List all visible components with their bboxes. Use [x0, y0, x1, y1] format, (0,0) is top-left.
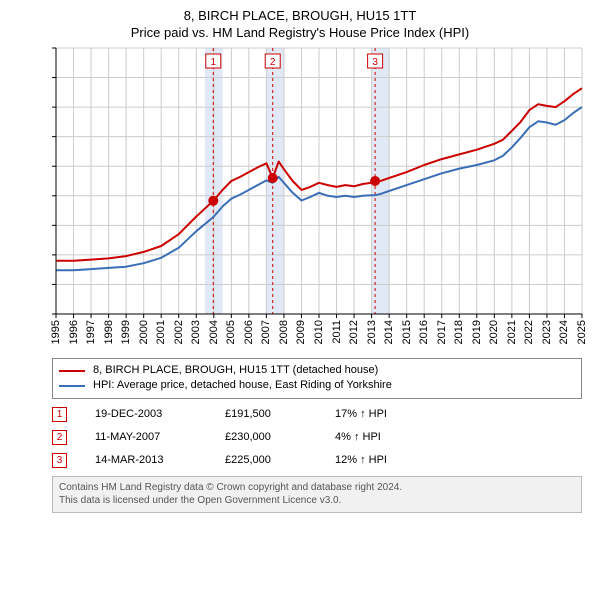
title-address: 8, BIRCH PLACE, BROUGH, HU15 1TT — [10, 8, 590, 23]
sale-date: 11-MAY-2007 — [95, 431, 225, 443]
sale-price: £191,500 — [225, 408, 335, 420]
legend-label-hpi: HPI: Average price, detached house, East… — [93, 378, 392, 393]
x-tick-label: 2019 — [471, 320, 483, 344]
x-tick-label: 2003 — [190, 320, 202, 344]
x-tick-label: 2022 — [523, 320, 535, 344]
sale-delta: 4% ↑ HPI — [335, 431, 381, 443]
x-tick-label: 2014 — [383, 320, 395, 344]
x-tick-label: 1999 — [120, 320, 132, 344]
x-tick-label: 2010 — [313, 320, 325, 344]
legend-swatch-subject — [59, 370, 85, 372]
x-tick-label: 2009 — [295, 320, 307, 344]
x-tick-label: 2006 — [243, 320, 255, 344]
sale-badge: 2 — [52, 430, 67, 445]
sale-date: 14-MAR-2013 — [95, 454, 225, 466]
x-tick-label: 2002 — [173, 320, 185, 344]
x-tick-label: 2018 — [453, 320, 465, 344]
sale-price: £230,000 — [225, 431, 335, 443]
x-tick-label: 2023 — [541, 320, 553, 344]
chart-container: 123 £0£50K£100K£150K£200K£250K£300K£350K… — [10, 42, 590, 352]
x-tick-label: 2024 — [558, 320, 570, 344]
x-tick-label: 2000 — [138, 320, 150, 344]
sale-row: 3 14-MAR-2013£225,00012% ↑ HPI — [52, 453, 582, 468]
x-tick-label: 2004 — [208, 320, 220, 344]
x-tick-label: 2008 — [278, 320, 290, 344]
legend-swatch-hpi — [59, 385, 85, 387]
x-tick-label: 2001 — [155, 320, 167, 344]
x-tick-label: 1998 — [103, 320, 115, 344]
sale-row: 1 19-DEC-2003£191,50017% ↑ HPI — [52, 407, 582, 422]
x-tick-label: 2007 — [260, 320, 272, 344]
x-tick-label: 2025 — [576, 320, 588, 344]
x-tick-label: 2015 — [401, 320, 413, 344]
sale-delta: 12% ↑ HPI — [335, 454, 387, 466]
sale-price: £225,000 — [225, 454, 335, 466]
sale-delta: 17% ↑ HPI — [335, 408, 387, 420]
attribution-box: Contains HM Land Registry data © Crown c… — [52, 476, 582, 513]
x-tick-label: 2011 — [331, 320, 343, 344]
attribution-line1: Contains HM Land Registry data © Crown c… — [59, 481, 575, 495]
sale-badge: 1 — [52, 407, 67, 422]
sale-badge: 3 — [52, 453, 67, 468]
title-subtitle: Price paid vs. HM Land Registry's House … — [10, 25, 590, 40]
legend-item-subject: 8, BIRCH PLACE, BROUGH, HU15 1TT (detach… — [59, 363, 575, 378]
sale-date: 19-DEC-2003 — [95, 408, 225, 420]
x-axis-labels: 1995 1996 1997 1998 1999 2000 2001 2002 2003 2004… — [10, 42, 590, 352]
sales-list: 1 19-DEC-2003£191,50017% ↑ HPI 2 11-MAY-200… — [52, 407, 582, 468]
x-tick-label: 2020 — [488, 320, 500, 344]
x-tick-label: 2017 — [436, 320, 448, 344]
legend-item-hpi: HPI: Average price, detached house, East… — [59, 378, 575, 393]
x-tick-label: 1996 — [68, 320, 80, 344]
x-tick-label: 1997 — [85, 320, 97, 344]
x-tick-label: 2016 — [418, 320, 430, 344]
sale-row: 2 11-MAY-2007£230,0004% ↑ HPI — [52, 430, 582, 445]
x-tick-label: 1995 — [50, 320, 62, 344]
x-tick-label: 2013 — [366, 320, 378, 344]
attribution-line2: This data is licensed under the Open Gov… — [59, 494, 575, 508]
x-tick-label: 2012 — [348, 320, 360, 344]
x-tick-label: 2005 — [225, 320, 237, 344]
x-tick-label: 2021 — [506, 320, 518, 344]
legend: 8, BIRCH PLACE, BROUGH, HU15 1TT (detach… — [52, 358, 582, 399]
legend-label-subject: 8, BIRCH PLACE, BROUGH, HU15 1TT (detach… — [93, 363, 378, 378]
